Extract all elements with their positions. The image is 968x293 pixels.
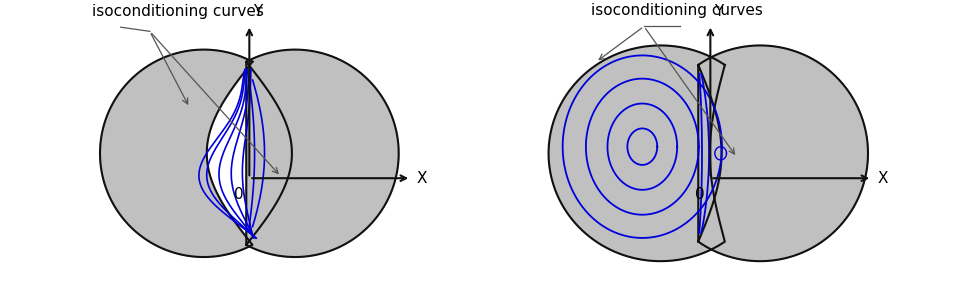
Text: Y: Y: [713, 4, 723, 19]
Polygon shape: [246, 50, 399, 257]
Text: isoconditioning curves: isoconditioning curves: [92, 4, 263, 19]
Text: 0: 0: [695, 187, 705, 202]
Polygon shape: [100, 50, 253, 257]
Polygon shape: [698, 45, 868, 261]
Text: X: X: [878, 171, 889, 186]
Polygon shape: [549, 45, 725, 261]
Text: X: X: [417, 171, 428, 186]
Text: 0: 0: [234, 187, 244, 202]
Text: isoconditioning curves: isoconditioning curves: [591, 3, 763, 18]
Text: Y: Y: [253, 4, 262, 19]
